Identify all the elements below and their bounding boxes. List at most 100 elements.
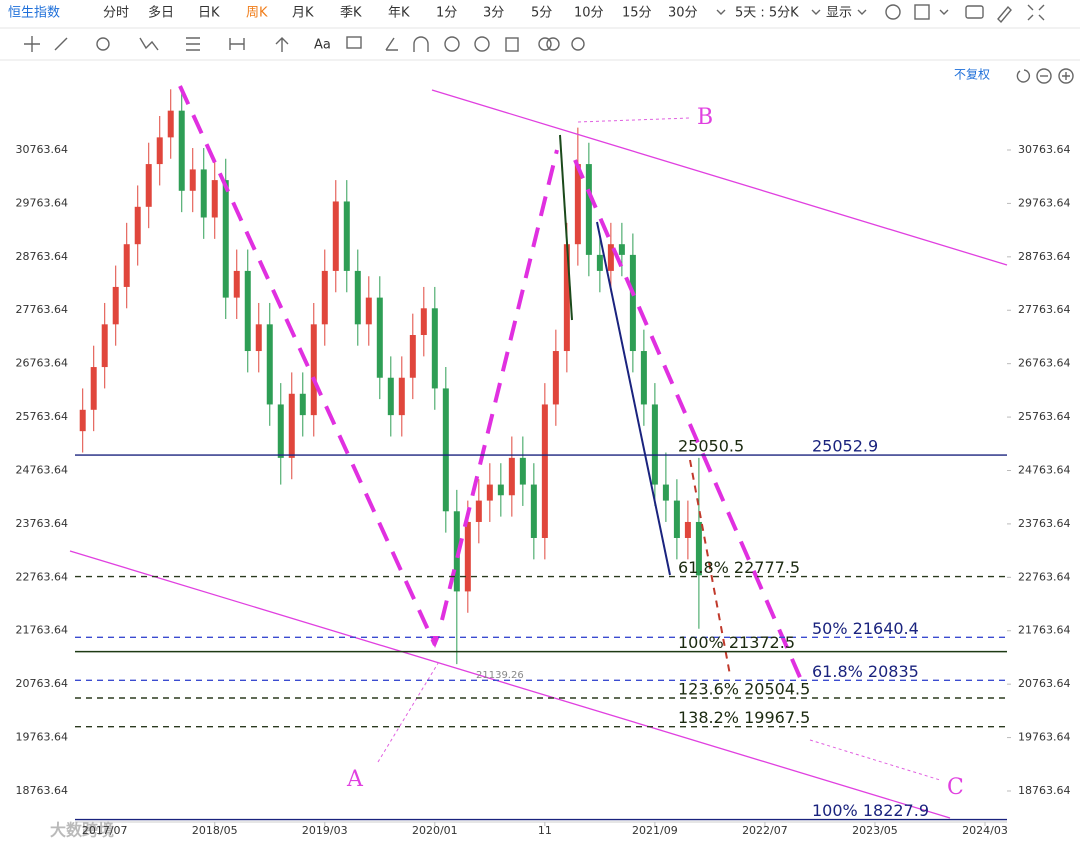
period-tab[interactable]: 季K (340, 6, 362, 21)
delete-tool[interactable] (505, 37, 519, 52)
candle-body (651, 404, 658, 485)
arrow-tool[interactable] (275, 37, 289, 52)
candle-body (563, 244, 570, 352)
period-tab[interactable]: 3分 (483, 6, 504, 21)
zoom-out[interactable] (1036, 68, 1052, 84)
multi-day[interactable]: 5天 : 5分K (735, 6, 799, 21)
period-tab[interactable]: 年K (388, 6, 410, 21)
tool-settings[interactable] (571, 37, 585, 51)
link-tool[interactable] (538, 37, 552, 51)
fullscreen-icon[interactable] (1027, 4, 1045, 21)
pen-icon[interactable] (997, 5, 1012, 24)
y-tick-label: 25763.64 (16, 410, 69, 423)
display[interactable]: 显示 (826, 6, 852, 21)
candle-body (420, 308, 427, 336)
period-tab[interactable]: 周K (246, 6, 268, 21)
candle-body (211, 180, 218, 218)
y-tick-label: 28763.64 (1018, 250, 1071, 263)
symbol-title[interactable]: 恒生指数 (8, 6, 60, 21)
candle-body (508, 457, 515, 496)
candle-body (365, 297, 372, 325)
y-tick-label: 26763.64 (16, 357, 69, 370)
lock-tool[interactable] (474, 36, 490, 52)
adjust-mode[interactable]: 不复权 (954, 68, 990, 82)
y-tick-label: 23763.64 (16, 517, 69, 530)
period-tab[interactable]: 多日 (148, 5, 174, 21)
y-tick-label: 20763.64 (16, 677, 69, 690)
x-tick-label: 2022/07 (742, 824, 788, 837)
level-label: 138.2% 19967.5 (678, 708, 810, 727)
period-tab[interactable]: 1分 (436, 6, 457, 21)
period-tab[interactable]: 分时 (103, 6, 129, 21)
candle-body (431, 308, 438, 389)
candle-body (475, 500, 482, 522)
candle-body (574, 164, 581, 245)
level-label: 100% 18227.9 (812, 801, 929, 820)
range-tool[interactable] (229, 38, 245, 50)
candle-body (156, 137, 163, 165)
wave-tool[interactable] (139, 37, 159, 51)
move-tool[interactable] (24, 36, 40, 52)
candle-body (189, 169, 196, 191)
candle-body (266, 324, 273, 405)
period-tab[interactable]: 月K (292, 6, 314, 21)
box-icon[interactable] (914, 4, 930, 20)
link-tool[interactable] (546, 37, 560, 51)
period-tab[interactable]: 30分 (668, 6, 698, 21)
candle-body (277, 404, 284, 458)
period-tab[interactable]: 日K (198, 6, 220, 21)
candle-body (442, 388, 449, 512)
candle-body (167, 110, 174, 138)
y-tick-label: 28763.64 (16, 250, 69, 263)
period-tab[interactable]: 5分 (531, 6, 552, 21)
y-tick-label: 19763.64 (16, 731, 69, 744)
reset-icon[interactable] (1016, 69, 1030, 83)
candle-body (409, 335, 416, 378)
y-tick-label: 19763.64 (1018, 731, 1071, 744)
level-label: 100% 21372.5 (678, 633, 795, 652)
text-tool[interactable]: Aa (314, 38, 331, 53)
y-tick-label: 29763.64 (16, 196, 69, 209)
y-tick-label: 30763.64 (16, 143, 69, 156)
circle-tool[interactable] (96, 37, 110, 51)
arc-tool[interactable] (413, 36, 429, 52)
level-label: 123.6% 20504.5 (678, 679, 810, 698)
wave-line (573, 159, 804, 683)
settings-icon[interactable] (885, 4, 901, 20)
candle-body (233, 270, 240, 298)
channel-line (431, 89, 1008, 266)
wave-label: A (346, 767, 364, 792)
watermark: 大数跨境 (50, 821, 114, 840)
candle-body (332, 201, 339, 271)
candle-body (464, 521, 471, 592)
candle-body (222, 180, 229, 298)
level-label: 25052.9 (812, 437, 878, 456)
candle-body (145, 164, 152, 207)
y-tick-label: 30763.64 (1018, 143, 1071, 156)
note-tool[interactable] (346, 36, 362, 49)
angle-tool[interactable] (385, 37, 398, 51)
wave-label: C (947, 775, 964, 800)
line-tool[interactable] (54, 37, 68, 51)
period-tab[interactable]: 10分 (574, 6, 604, 21)
zoom-in[interactable] (1058, 68, 1074, 84)
candle-body (585, 164, 592, 255)
candle-body (662, 484, 669, 501)
x-tick-label: 2021/09 (632, 824, 678, 837)
candle-body (607, 244, 614, 271)
candle-body (629, 254, 636, 352)
y-tick-label: 27763.64 (16, 303, 69, 316)
zoom-in (1062, 72, 1070, 80)
hide-tool[interactable] (444, 36, 460, 52)
period-tab[interactable]: 15分 (622, 6, 652, 21)
candle-body (530, 484, 537, 538)
x-tick-label: 2018/05 (192, 824, 238, 837)
y-tick-label: 24763.64 (1018, 463, 1071, 476)
camera-icon[interactable] (965, 5, 984, 19)
level-label: 61.8% 20835 (812, 662, 919, 681)
fib-tool[interactable] (186, 37, 200, 51)
candle-body (112, 286, 119, 325)
y-tick-label: 27763.64 (1018, 303, 1071, 316)
trend-line (559, 134, 573, 321)
y-tick-label: 21763.64 (16, 624, 69, 637)
